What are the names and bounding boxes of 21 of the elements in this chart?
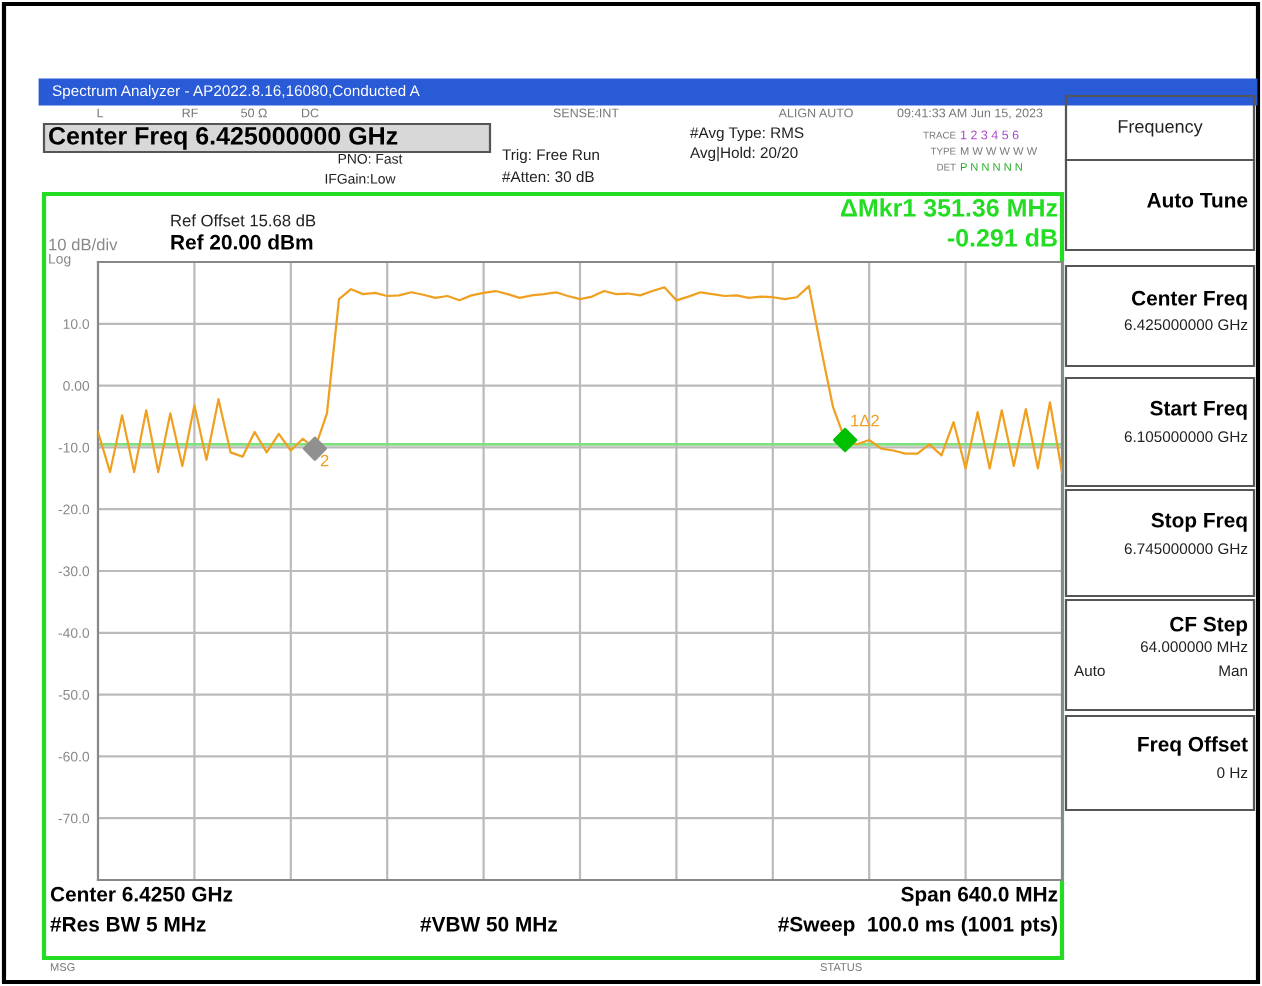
text: Auto Tune — [1147, 193, 1248, 208]
text: 10 dB/div — [49, 238, 118, 251]
text: Ref 20.00 dBm — [171, 234, 313, 250]
text: Center Freq — [1131, 290, 1247, 310]
annotation: 1Δ2 — [851, 414, 879, 427]
annotation: 2 — [320, 454, 329, 467]
text: #VBW 50 MHz — [420, 916, 557, 932]
text: #Res BW 5 MHz — [50, 917, 206, 932]
text: -0.291 dB — [947, 228, 1057, 247]
text: Center 6.4250 GHz — [50, 886, 233, 902]
text: ΔMkr1 351.36 MHz — [840, 198, 1058, 217]
text: Frequency — [1118, 120, 1203, 137]
text: Start Freq — [1150, 400, 1247, 420]
text: Ref Offset 15.68 dB — [171, 214, 316, 227]
text: #Sweep 100.0 ms (1001 pts) — [778, 916, 1057, 936]
text: Center Freq 6.425000000 GHz — [49, 127, 398, 150]
line-series — [98, 284, 1062, 474]
text: Freq Offset — [1138, 736, 1248, 756]
text: Span 640.0 MHz — [901, 886, 1058, 906]
text: CF Step — [1170, 616, 1248, 636]
text: Stop Freq — [1151, 512, 1247, 532]
